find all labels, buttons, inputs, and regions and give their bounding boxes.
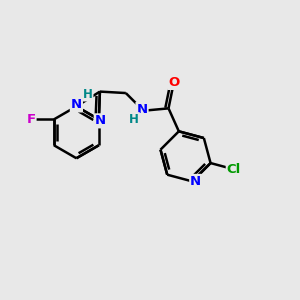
Text: H: H [82, 88, 92, 100]
Text: N: N [136, 103, 148, 116]
Text: Cl: Cl [227, 163, 241, 176]
Text: N: N [95, 114, 106, 127]
Text: F: F [26, 113, 35, 126]
Text: N: N [190, 175, 201, 188]
Text: H: H [129, 113, 139, 126]
Text: N: N [71, 98, 82, 111]
Text: O: O [168, 76, 179, 89]
